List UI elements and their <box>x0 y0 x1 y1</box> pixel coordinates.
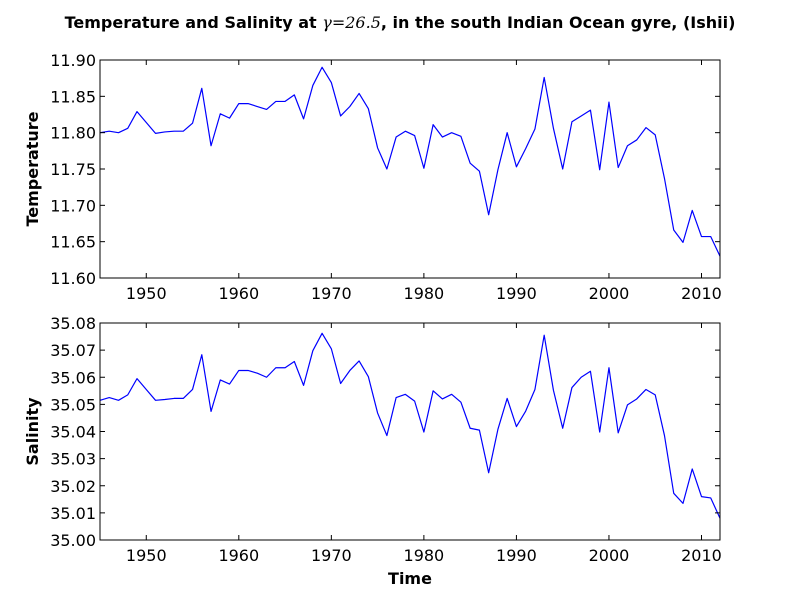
salinity-y-tick-label: 35.03 <box>50 450 96 469</box>
temperature-y-tick-label: 11.75 <box>50 160 96 179</box>
salinity-panel: 1950 1960 1970 1980 1990 2000 2010 35.00 35.01 35… <box>23 314 722 588</box>
salinity-y-tick-label: 35.06 <box>50 368 96 387</box>
salinity-x-tick-label: 2000 <box>589 546 630 565</box>
temperature-x-tick-label: 1950 <box>126 284 167 303</box>
temperature-x-tick-label: 2000 <box>589 284 630 303</box>
temperature-x-tick-label: 1990 <box>496 284 537 303</box>
salinity-x-tick-label: 1990 <box>496 546 537 565</box>
temperature-x-tick-label: 1960 <box>218 284 259 303</box>
salinity-y-axis-label: Salinity <box>23 397 42 466</box>
salinity-y-tick-label: 35.04 <box>50 423 96 442</box>
salinity-y-tick-label: 35.00 <box>50 531 96 550</box>
salinity-x-tick-label: 1970 <box>311 546 352 565</box>
title-prefix: Temperature and Salinity at <box>65 13 323 32</box>
temperature-y-tick-label: 11.60 <box>50 269 96 288</box>
title-gamma: γ=26.5 <box>322 13 381 32</box>
temperature-y-tick-label: 11.65 <box>50 233 96 252</box>
salinity-y-tick-label: 35.01 <box>50 504 96 523</box>
temperature-y-tick-label: 11.85 <box>50 87 96 106</box>
temperature-x-tick-label: 2010 <box>681 284 722 303</box>
salinity-x-tick-label: 1980 <box>404 546 445 565</box>
salinity-y-tick-label: 35.08 <box>50 314 96 333</box>
salinity-x-tick-label: 1950 <box>126 546 167 565</box>
title-suffix: , in the south Indian Ocean gyre, (Ishii… <box>381 13 736 32</box>
temperature-y-tick-label: 11.80 <box>50 124 96 143</box>
temperature-series-line <box>99 66 721 257</box>
salinity-y-tick-label: 35.05 <box>50 395 96 414</box>
chart-title: Temperature and Salinity at γ=26.5, in t… <box>65 13 736 32</box>
salinity-y-tick-label: 35.02 <box>50 477 96 496</box>
salinity-x-axis-label: Time <box>388 569 432 588</box>
salinity-axes-frame <box>99 322 721 541</box>
salinity-x-tick-label: 1960 <box>218 546 259 565</box>
temperature-x-tick-label: 1980 <box>404 284 445 303</box>
temperature-axes-frame <box>99 59 721 279</box>
temperature-y-tick-label: 11.70 <box>50 196 96 215</box>
salinity-y-tick-label: 35.07 <box>50 341 96 360</box>
temperature-x-tick-label: 1970 <box>311 284 352 303</box>
temperature-panel: 1950 1960 1970 1980 1990 2000 2010 11.60 11.65 11… <box>23 51 722 303</box>
temperature-y-axis-label: Temperature <box>23 111 42 226</box>
salinity-series-line <box>99 332 721 519</box>
salinity-x-tick-label: 2010 <box>681 546 722 565</box>
temperature-y-tick-label: 11.90 <box>50 51 96 70</box>
